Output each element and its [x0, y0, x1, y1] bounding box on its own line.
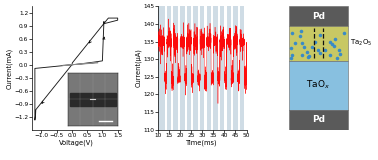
Y-axis label: Current(μA): Current(μA)	[135, 49, 141, 87]
Point	[317, 33, 323, 36]
Bar	[289, 6, 347, 26]
Bar	[200, 6, 204, 130]
Point	[341, 32, 347, 35]
Point	[317, 52, 323, 55]
Point	[289, 31, 295, 34]
Point	[306, 55, 312, 58]
Point	[315, 48, 321, 51]
Point	[298, 30, 304, 32]
Bar	[289, 61, 347, 110]
Point	[299, 41, 305, 44]
Bar	[289, 26, 347, 61]
Bar	[240, 6, 244, 130]
Point	[297, 34, 303, 37]
Bar	[213, 6, 218, 130]
Point	[312, 41, 318, 44]
Point	[301, 46, 307, 48]
Point	[299, 54, 305, 56]
Point	[288, 46, 294, 49]
Point	[288, 57, 294, 60]
Text: Pd: Pd	[312, 115, 325, 124]
Point	[305, 55, 311, 58]
Text: Ta$_2$O$_5$: Ta$_2$O$_5$	[350, 38, 372, 48]
Text: Pd: Pd	[312, 12, 325, 21]
X-axis label: Voltage(V): Voltage(V)	[59, 140, 94, 146]
Bar	[180, 6, 184, 130]
Bar	[207, 6, 211, 130]
X-axis label: Time(ms): Time(ms)	[186, 140, 218, 146]
Bar	[158, 6, 164, 130]
Point	[329, 43, 335, 45]
Text: TaO$_x$: TaO$_x$	[306, 79, 330, 92]
Bar	[174, 6, 178, 130]
Bar	[233, 6, 238, 130]
Point	[336, 48, 342, 51]
Point	[332, 38, 338, 41]
Bar	[220, 6, 225, 130]
Point	[288, 53, 294, 56]
Point	[334, 57, 340, 59]
Bar	[194, 6, 198, 130]
Point	[292, 42, 298, 45]
Point	[322, 49, 328, 51]
Point	[327, 40, 333, 43]
Bar	[289, 110, 347, 130]
Point	[304, 51, 310, 54]
Bar	[187, 6, 191, 130]
Point	[331, 45, 337, 47]
Point	[336, 53, 342, 56]
Point	[327, 54, 333, 56]
Point	[309, 46, 315, 49]
Bar	[226, 6, 231, 130]
Y-axis label: Current(mA): Current(mA)	[6, 47, 12, 89]
Bar	[167, 6, 171, 130]
